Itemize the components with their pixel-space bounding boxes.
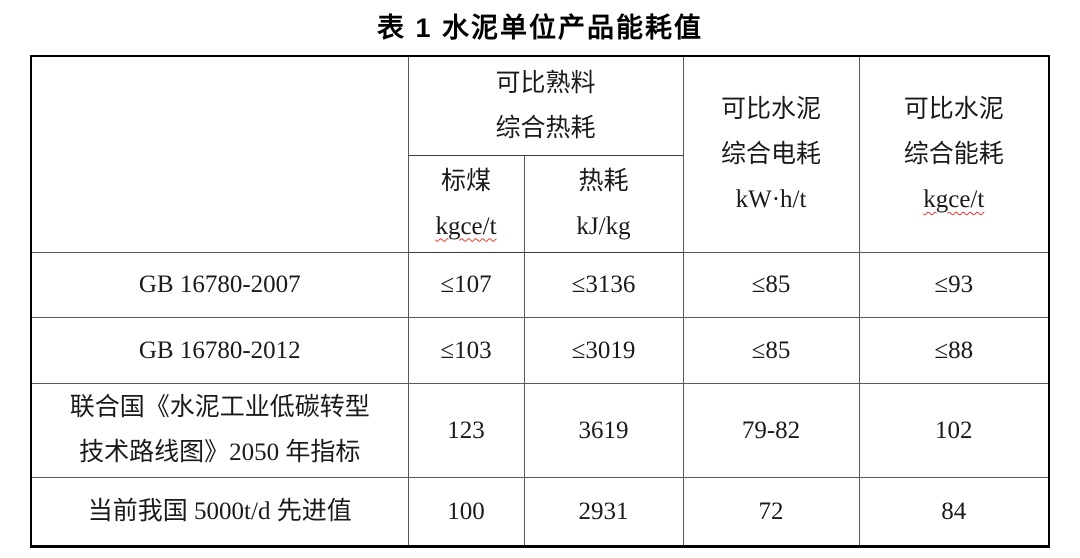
row-label: 联合国《水泥工业低碳转型 技术路线图》2050 年指标 — [30, 382, 409, 478]
cell-energy: 102 — [858, 382, 1050, 478]
header-cement-energy-unit: kgce/t — [923, 185, 985, 213]
cell-std-coal: 123 — [407, 382, 525, 478]
cell-std-coal: ≤103 — [407, 316, 525, 384]
table-row: GB 16780-2012 ≤103 ≤3019 ≤85 ≤88 — [30, 316, 1050, 384]
header-heat-consumption: 热耗 kJ/kg — [523, 154, 684, 253]
cell-electric: 72 — [682, 476, 860, 547]
cell-electric: ≤85 — [682, 316, 860, 384]
cell-heat: ≤3019 — [523, 316, 684, 384]
cell-energy: ≤88 — [858, 316, 1050, 384]
header-standard-coal-label: 标煤 — [440, 167, 491, 195]
header-heat-consumption-unit: kJ/kg — [576, 212, 631, 240]
header-cement-electric-unit: kW·h/t — [735, 185, 807, 213]
cell-heat: 3619 — [523, 382, 684, 478]
header-heat-consumption-label: 热耗 — [578, 167, 629, 195]
cell-heat: 2931 — [523, 476, 684, 547]
table-title: 表 1 水泥单位产品能耗值 — [376, 13, 704, 43]
table-row: 联合国《水泥工业低碳转型 技术路线图》2050 年指标 123 3619 79-… — [30, 382, 1050, 478]
cell-std-coal: ≤107 — [407, 251, 525, 318]
cell-heat: ≤3136 — [523, 251, 684, 318]
cell-electric: 79-82 — [682, 382, 860, 478]
header-blank-cell — [30, 55, 409, 253]
header-cement-electric-label: 可比水泥 综合电耗 — [721, 95, 822, 168]
cell-electric: ≤85 — [682, 251, 860, 318]
cell-energy: ≤93 — [858, 251, 1050, 318]
header-standard-coal: 标煤 kgce/t — [407, 154, 525, 253]
table-row: 当前我国 5000t/d 先进值 100 2931 72 84 — [30, 476, 1050, 547]
cell-energy: 84 — [858, 476, 1050, 547]
row-label: 当前我国 5000t/d 先进值 — [30, 476, 409, 547]
header-standard-coal-unit: kgce/t — [435, 212, 497, 240]
energy-consumption-table: 可比熟料 综合热耗 可比水泥 综合电耗 kW·h/t 可比水泥 综合能耗 kgce/… — [30, 55, 1051, 548]
table-row: GB 16780-2007 ≤107 ≤3136 ≤85 ≤93 — [30, 251, 1050, 318]
cell-std-coal: 100 — [407, 476, 525, 547]
row-label: GB 16780-2007 — [30, 251, 409, 318]
header-cement-energy: 可比水泥 综合能耗 kgce/t — [858, 55, 1050, 253]
header-clinker-heat-group: 可比熟料 综合热耗 — [407, 55, 684, 156]
header-cement-electric: 可比水泥 综合电耗 kW·h/t — [682, 55, 860, 253]
header-cement-energy-label: 可比水泥 综合能耗 — [903, 95, 1004, 168]
row-label: GB 16780-2012 — [30, 316, 409, 384]
